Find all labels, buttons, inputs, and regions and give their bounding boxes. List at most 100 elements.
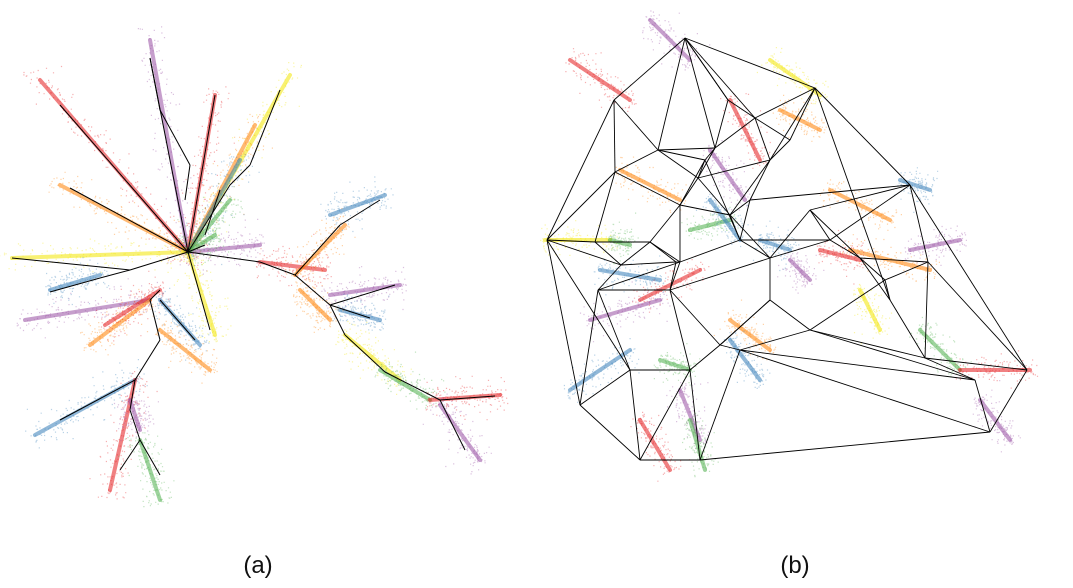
triangulation-edge — [809, 209, 861, 259]
triangulation-edge — [614, 149, 659, 173]
tree-edge — [187, 94, 216, 253]
tree-edge — [11, 257, 131, 271]
triangulation-edge — [754, 87, 816, 119]
tree-edge — [329, 284, 396, 306]
triangulation-edge — [829, 184, 911, 241]
tree-edge — [129, 379, 136, 411]
triangulation-edge — [729, 214, 771, 259]
triangulation-edge — [669, 257, 771, 291]
triangulation-edge — [809, 209, 831, 241]
triangulation-edge — [884, 261, 929, 281]
triangulation-edge — [679, 177, 699, 206]
tree-edge — [439, 395, 496, 401]
triangulation-edge — [546, 239, 622, 266]
tree-edge — [187, 251, 261, 263]
tree-edge — [344, 334, 386, 373]
triangulation-edge — [749, 159, 771, 201]
triangulation-edge — [657, 147, 716, 151]
triangulation-edge — [669, 289, 721, 346]
triangulation-edge — [749, 184, 911, 201]
tree-edge — [139, 439, 161, 476]
triangulation-edge — [669, 261, 677, 291]
triangulation-edge — [613, 37, 686, 101]
triangulation-edge — [679, 239, 741, 263]
triangulation-edge — [546, 171, 616, 241]
triangulation-edge — [909, 184, 1028, 371]
triangulation-edge — [697, 177, 731, 216]
triangulation-edge — [546, 239, 631, 371]
caption-b: (b) — [780, 552, 810, 579]
triangulation-edge — [704, 159, 741, 241]
point-clouds — [0, 26, 509, 508]
tree-edge — [149, 57, 161, 111]
triangulation-edge — [719, 344, 741, 351]
tree-edge — [329, 304, 346, 336]
triangulation-edge — [579, 369, 631, 406]
triangulation-edge — [629, 369, 641, 461]
caption-a: (a) — [243, 552, 273, 579]
triangulation-edge — [546, 239, 596, 243]
tree-edge — [294, 274, 331, 306]
tree-graph-figure — [0, 26, 509, 508]
tree-edge — [294, 224, 341, 276]
triangulation-edge — [754, 117, 771, 161]
triangulation-graph-figure — [540, 10, 1039, 482]
panel-a-tree-graph — [0, 0, 530, 540]
tree-edge — [59, 104, 189, 253]
triangulation-edge — [739, 199, 751, 241]
triangulation-edge — [697, 159, 771, 179]
triangulation-edge — [789, 87, 816, 141]
triangulation-edge — [699, 349, 741, 461]
tree-edge — [129, 409, 141, 441]
tree-edge — [259, 261, 296, 276]
tree-edge — [119, 439, 141, 471]
triangulation-edge — [739, 239, 771, 259]
triangulation-edge — [924, 357, 1028, 371]
triangulation-edge — [769, 139, 791, 161]
triangulation-edge — [689, 369, 701, 461]
triangulation-edge — [679, 159, 706, 206]
triangulation-edge — [809, 184, 911, 211]
triangulation-edge — [714, 117, 756, 149]
triangulation-edge — [639, 369, 691, 461]
triangulation-edge — [739, 349, 991, 433]
triangulation-edge — [927, 261, 1028, 371]
triangulation-edge — [714, 99, 729, 149]
triangulation-edge — [814, 87, 891, 301]
triangulation-edge — [859, 257, 929, 263]
triangulation-edge — [620, 261, 677, 266]
triangulation-edges — [546, 37, 1028, 461]
tree-edge — [329, 304, 371, 319]
triangulation-edge — [679, 204, 731, 216]
triangulation-edge — [657, 149, 706, 161]
tree-edge — [134, 339, 161, 381]
triangulation-edge — [613, 99, 659, 151]
triangulation-edge — [909, 184, 929, 263]
triangulation-edge — [579, 289, 599, 406]
triangulation-edge — [814, 87, 911, 186]
triangulation-edge — [739, 329, 811, 351]
triangulation-edge — [594, 171, 616, 243]
triangulation-edge — [669, 261, 681, 291]
triangulation-edge — [769, 209, 811, 259]
triangulation-edge — [769, 299, 811, 331]
point-clouds — [540, 10, 1039, 482]
triangulation-edge — [684, 37, 729, 101]
tree-edge — [384, 371, 441, 401]
tree-edge — [187, 244, 206, 253]
triangulation-edge — [657, 149, 699, 179]
triangulation-edge — [829, 239, 861, 259]
tree-edge — [49, 277, 101, 293]
triangulation-edge — [546, 239, 581, 406]
triangulation-edge — [859, 257, 891, 301]
triangulation-edge — [620, 241, 651, 266]
triangulation-edge — [889, 299, 926, 359]
triangulation-edge — [579, 404, 641, 461]
triangulation-edge — [613, 99, 616, 173]
triangulation-edge — [546, 99, 615, 241]
tree-edge — [59, 379, 136, 421]
tree-edge — [159, 109, 191, 166]
triangulation-edge — [597, 261, 681, 291]
triangulation-edge — [729, 159, 771, 216]
triangulation-edge — [727, 99, 756, 119]
